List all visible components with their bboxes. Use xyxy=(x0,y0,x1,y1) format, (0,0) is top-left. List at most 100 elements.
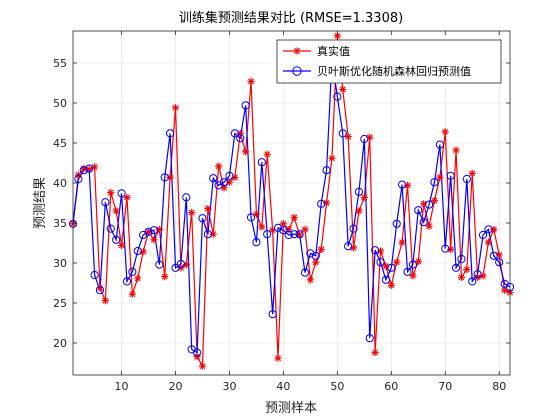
data-point-true xyxy=(339,85,347,93)
data-point-true xyxy=(328,154,336,162)
data-point-predicted xyxy=(160,173,169,182)
data-point-true xyxy=(371,349,379,357)
data-point-predicted xyxy=(484,225,493,234)
data-point-predicted xyxy=(322,166,331,175)
data-point-predicted xyxy=(252,238,261,247)
data-point-true xyxy=(171,104,180,112)
data-point-predicted xyxy=(241,101,250,110)
legend-marker-predicted xyxy=(292,66,302,76)
series-line-predicted xyxy=(73,59,510,354)
y-tick-label: 25 xyxy=(53,297,67,310)
data-point-true xyxy=(457,273,466,281)
data-point-predicted xyxy=(79,166,88,175)
data-point-predicted xyxy=(203,230,212,239)
y-tick-label: 45 xyxy=(53,137,67,150)
data-point-true xyxy=(123,193,131,201)
data-point-true xyxy=(333,32,341,40)
data-point-true xyxy=(107,189,115,197)
data-point-predicted xyxy=(451,263,461,272)
data-point-predicted xyxy=(435,140,444,149)
data-point-true xyxy=(204,205,212,213)
data-point-predicted xyxy=(457,254,466,264)
data-point-predicted xyxy=(219,178,229,187)
legend-label-predicted: 贝叶斯优化随机森林回归预测值 xyxy=(317,64,471,78)
data-point-predicted xyxy=(144,227,153,236)
data-point-predicted xyxy=(273,223,283,232)
data-point-predicted xyxy=(90,270,99,280)
data-point-predicted xyxy=(101,198,110,207)
data-point-predicted xyxy=(392,219,401,228)
data-point-predicted xyxy=(376,258,385,267)
data-point-true xyxy=(188,209,196,217)
data-point-predicted xyxy=(446,171,455,180)
data-point-predicted xyxy=(408,260,417,269)
data-point-predicted xyxy=(462,174,471,184)
data-point-true xyxy=(128,290,136,298)
data-point-predicted xyxy=(166,129,175,138)
data-point-true xyxy=(101,297,109,305)
data-point-predicted xyxy=(263,230,272,239)
data-point-predicted xyxy=(225,171,234,180)
y-tick-label: 50 xyxy=(53,97,67,110)
data-point-true xyxy=(112,207,120,215)
data-point-true xyxy=(161,273,169,281)
data-point-true xyxy=(117,241,126,249)
data-point-predicted xyxy=(236,134,245,143)
data-point-predicted xyxy=(468,277,477,286)
data-point-predicted xyxy=(133,246,142,256)
data-point-true xyxy=(441,128,449,136)
data-point-predicted xyxy=(198,214,207,223)
data-point-predicted xyxy=(209,174,218,183)
legend-marker-true xyxy=(293,47,301,55)
data-point-predicted xyxy=(306,249,315,258)
data-point-predicted xyxy=(74,174,83,184)
data-point-predicted xyxy=(192,348,202,357)
data-point-predicted xyxy=(495,258,504,267)
x-tick-label: 70 xyxy=(438,380,452,393)
data-point-predicted xyxy=(300,268,310,277)
data-point-true xyxy=(134,274,142,282)
data-point-predicted xyxy=(155,260,164,269)
data-point-predicted xyxy=(360,134,369,144)
data-point-true xyxy=(306,276,314,284)
data-point-predicted xyxy=(349,224,358,233)
data-point-true xyxy=(484,238,493,246)
data-point-predicted xyxy=(365,334,374,343)
y-tick-label: 20 xyxy=(53,337,67,350)
data-point-true xyxy=(409,272,417,280)
data-point-predicted xyxy=(85,164,94,173)
data-point-predicted xyxy=(441,244,450,253)
data-point-true xyxy=(209,230,217,238)
data-point-predicted xyxy=(230,129,239,138)
data-point-predicted xyxy=(95,286,105,295)
x-tick-label: 20 xyxy=(169,380,183,393)
data-point-true xyxy=(258,223,266,231)
data-point-true xyxy=(317,245,325,253)
data-point-true xyxy=(393,258,401,266)
data-point-predicted xyxy=(381,275,391,284)
data-point-true xyxy=(452,146,460,154)
series-line-true xyxy=(73,35,510,369)
legend-label-true: 真实值 xyxy=(317,44,350,58)
data-point-true xyxy=(355,207,363,215)
data-point-predicted xyxy=(311,251,320,260)
x-tick-label: 10 xyxy=(115,380,129,393)
y-axis-label: 预测结果 xyxy=(33,177,48,229)
data-point-predicted xyxy=(295,230,304,239)
data-point-predicted xyxy=(176,259,186,268)
data-point-true xyxy=(360,193,368,201)
data-point-predicted xyxy=(354,187,364,196)
data-point-predicted xyxy=(268,310,277,319)
x-tick-label: 80 xyxy=(492,380,506,393)
data-point-predicted xyxy=(371,246,380,255)
data-point-true xyxy=(403,181,412,189)
x-tick-label: 50 xyxy=(330,380,344,393)
x-tick-label: 30 xyxy=(222,380,236,393)
y-tick-label: 55 xyxy=(53,57,67,70)
data-point-true xyxy=(430,197,439,205)
data-point-true xyxy=(301,225,309,233)
axes-box xyxy=(72,30,511,376)
data-point-predicted xyxy=(279,226,288,235)
